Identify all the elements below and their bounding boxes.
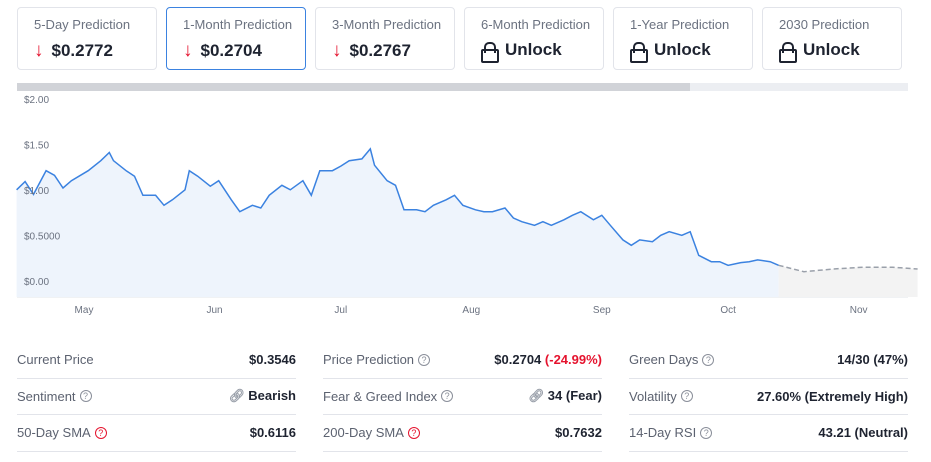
y-tick-label: $0.00 <box>24 277 49 288</box>
help-icon[interactable]: ? <box>94 426 107 439</box>
help-icon[interactable]: ? <box>407 426 420 439</box>
stat-label: Sentiment <box>17 388 76 404</box>
link-icon: 🔗︎ <box>228 388 246 404</box>
card-label: 2030 Prediction <box>779 17 870 32</box>
price-line <box>16 147 779 267</box>
prediction-card-3[interactable]: 6-Month Prediction Unlock <box>464 7 604 70</box>
x-tick-label: Jul <box>334 305 347 316</box>
stat-value: $0.6116 <box>249 425 296 441</box>
stat-value: 27.60% (Extremely High) <box>756 388 908 404</box>
stat-row: 200-Day SMA? $0.7632 <box>323 415 602 452</box>
lock-icon <box>481 41 499 63</box>
stat-row: 50-Day SMA? $0.6116 <box>17 415 296 452</box>
prediction-card-5[interactable]: 2030 Prediction Unlock <box>762 7 902 70</box>
card-value: $0.2704 <box>200 41 262 60</box>
arrow-down-icon: ↓ <box>34 40 44 61</box>
x-tick-label: Oct <box>720 305 736 316</box>
prediction-card-0[interactable]: 5-Day Prediction ↓ $0.2772 <box>17 7 157 70</box>
y-tick-label: $0.5000 <box>24 232 61 243</box>
stat-row: 14-Day RSI? 43.21 (Neutral) <box>629 415 908 452</box>
x-tick-label: May <box>75 305 94 316</box>
card-value[interactable]: Unlock <box>505 40 562 59</box>
card-value: $0.2767 <box>349 41 411 60</box>
help-icon[interactable]: ? <box>702 353 715 366</box>
card-label: 5-Day Prediction <box>34 17 131 32</box>
stat-row: Current Price $0.3546 <box>17 342 296 379</box>
series-area-0 <box>16 148 779 297</box>
stat-change: (-24.99%) <box>544 352 602 368</box>
x-tick-label: Jun <box>206 305 222 316</box>
stat-value: $0.3546 <box>249 352 296 368</box>
stat-value: 14/30 (47%) <box>837 352 908 368</box>
card-label: 1-Month Prediction <box>183 17 293 32</box>
stat-row: Price Prediction? $0.2704 (-24.99%) <box>323 342 602 379</box>
card-value[interactable]: Unlock <box>803 40 860 59</box>
x-tick-label: Nov <box>850 305 868 316</box>
y-tick-label: $1.00 <box>24 186 49 197</box>
help-icon[interactable]: ? <box>680 390 693 403</box>
prediction-card-2[interactable]: 3-Month Prediction ↓ $0.2767 <box>315 7 455 70</box>
stat-label: 200-Day SMA <box>323 425 404 441</box>
stat-value: $0.2704 <box>494 352 542 368</box>
stat-value: 34 (Fear) <box>547 388 602 404</box>
arrow-down-icon: ↓ <box>183 40 193 61</box>
stat-value: 43.21 (Neutral) <box>818 425 908 441</box>
stat-value: $0.7632 <box>555 425 602 441</box>
stats-column: Current Price $0.3546 Sentiment? 🔗︎ Bearis… <box>17 342 296 452</box>
prediction-card-1[interactable]: 1-Month Prediction ↓ $0.2704 <box>166 7 306 70</box>
y-tick-label: $2.00 <box>24 95 49 106</box>
stat-row: Green Days? 14/30 (47%) <box>629 342 908 379</box>
stats-table: Current Price $0.3546 Sentiment? 🔗︎ Bearis… <box>17 342 908 452</box>
lock-icon <box>630 41 648 63</box>
stat-label: Volatility <box>629 388 677 404</box>
chart-scrollbar[interactable] <box>17 83 908 91</box>
series-area-1 <box>778 265 918 297</box>
price-chart: $2.00 $1.50 $1.00 $0.5000 $0.00 May Jun Jul Aug S… <box>16 92 918 316</box>
stats-column: Price Prediction? $0.2704 (-24.99%) Fear … <box>323 342 602 452</box>
link-icon: 🔗︎ <box>528 388 545 404</box>
card-label: 1-Year Prediction <box>630 17 730 32</box>
scrollbar-thumb[interactable] <box>17 83 690 91</box>
stat-row: Volatility? 27.60% (Extremely High) <box>629 379 908 415</box>
help-icon[interactable]: ? <box>418 353 431 366</box>
card-label: 3-Month Prediction <box>332 17 442 32</box>
stat-label: Current Price <box>17 352 94 368</box>
y-tick-label: $1.50 <box>24 141 49 152</box>
stat-value: Bearish <box>248 388 296 404</box>
x-tick-label: Aug <box>462 305 480 316</box>
lock-icon <box>779 41 797 63</box>
x-tick-label: Sep <box>593 305 611 316</box>
stat-row: Fear & Greed Index? 🔗︎ 34 (Fear) <box>323 379 602 415</box>
stat-row: Sentiment? 🔗︎ Bearish <box>17 379 296 415</box>
stat-label: 14-Day RSI <box>629 425 697 441</box>
card-value: $0.2772 <box>51 41 113 60</box>
card-label: 6-Month Prediction <box>481 17 591 32</box>
stat-label: Price Prediction <box>323 352 415 368</box>
help-icon[interactable]: ? <box>79 390 92 403</box>
prediction-cards: 5-Day Prediction ↓ $0.2772 1-Month Predicti… <box>17 7 902 70</box>
arrow-down-icon: ↓ <box>332 40 342 61</box>
stat-label: Fear & Greed Index <box>323 388 438 404</box>
stat-label: 50-Day SMA <box>17 425 91 441</box>
help-icon[interactable]: ? <box>700 426 713 439</box>
prediction-card-4[interactable]: 1-Year Prediction Unlock <box>613 7 753 70</box>
card-value[interactable]: Unlock <box>654 40 711 59</box>
stat-label: Green Days <box>629 352 699 368</box>
help-icon[interactable]: ? <box>441 390 454 403</box>
stats-column: Green Days? 14/30 (47%) Volatility? 27.60… <box>629 342 908 452</box>
